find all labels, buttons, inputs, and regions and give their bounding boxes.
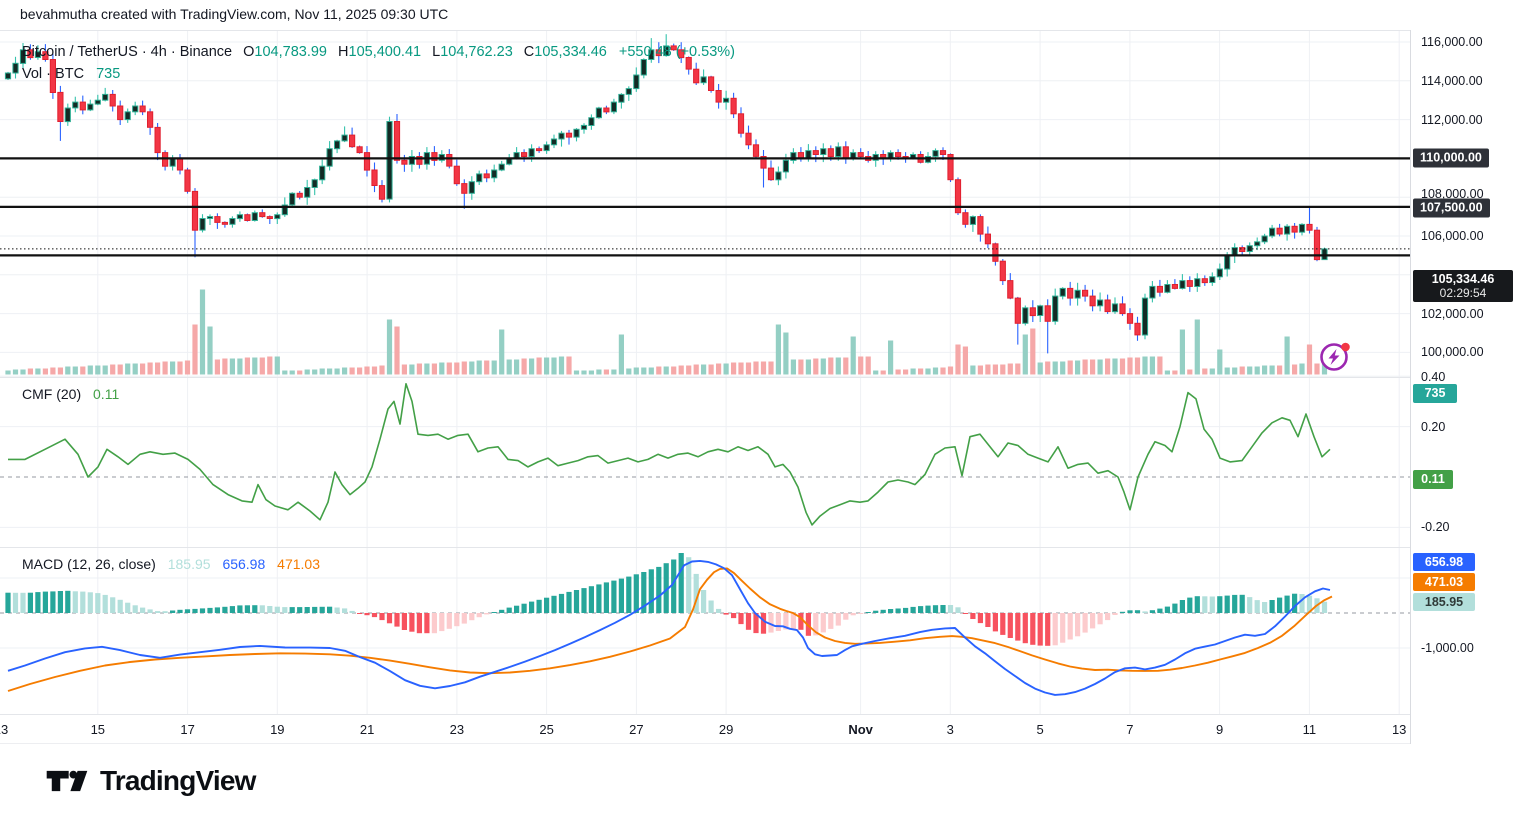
- attribution-text: bevahmutha created with TradingView.com,…: [20, 6, 449, 22]
- cmf-axis-label: 0.20: [1421, 419, 1446, 434]
- ohlc-low-value: 104,762.23: [440, 44, 513, 60]
- last-price-value: 105,334.46: [1431, 272, 1495, 286]
- symbol-legend[interactable]: Bitcoin / TetherUS · 4h · Binance O104,7…: [22, 44, 735, 60]
- price-axis-label: 106,000.00: [1421, 229, 1484, 243]
- time-axis-tick[interactable]: 13: [0, 722, 9, 737]
- macd-signal-value: 471.03: [277, 556, 320, 572]
- logo-text: TradingView: [100, 765, 256, 796]
- macd-axis-badge: 471.03: [1413, 573, 1475, 591]
- ohlc-open-value: 104,783.99: [254, 44, 327, 60]
- lightning-bolt-icon[interactable]: [1315, 336, 1355, 376]
- macd-hist-value: 185.95: [167, 556, 211, 572]
- macd-axis-badge: 656.98: [1413, 553, 1475, 571]
- time-axis-tick[interactable]: 27: [629, 722, 644, 737]
- time-axis-tick[interactable]: 29: [718, 722, 734, 737]
- time-axis-tick[interactable]: 23: [449, 722, 465, 737]
- last-price-badge: 105,334.46 02:29:54: [1413, 270, 1513, 302]
- time-axis-tick[interactable]: 25: [539, 722, 554, 737]
- time-axis-tick[interactable]: 7: [1126, 722, 1134, 737]
- volume-label: Vol · BTC: [22, 66, 85, 82]
- cmf-axis-label: -0.20: [1421, 520, 1450, 535]
- time-axis-tick[interactable]: 19: [270, 722, 285, 737]
- price-level-lines: [0, 157, 1410, 257]
- macd-axis-label: -1,000.00: [1421, 641, 1474, 655]
- tradingview-logo[interactable]: TradingView: [45, 765, 256, 797]
- chart-canvas[interactable]: [0, 0, 1410, 760]
- price-axis-label: 100,000.00: [1421, 345, 1484, 360]
- cmf-value: 0.11: [93, 386, 120, 402]
- price-axis-label: 102,000.00: [1421, 306, 1484, 321]
- ohlc-close-label: C: [523, 44, 535, 60]
- price-axis-label: 114,000.00: [1421, 73, 1483, 88]
- cmf-line: [8, 383, 1331, 526]
- macd-label: MACD (12, 26, close): [22, 556, 156, 572]
- macd-axis-badge: 185.95: [1413, 593, 1475, 611]
- candles: [4, 34, 1328, 354]
- pane-separator: [0, 743, 1521, 744]
- cmf-label: CMF (20): [22, 386, 82, 402]
- price-axis-label: 108,000.00: [1421, 186, 1484, 201]
- price-axis[interactable]: 105,334.46 02:29:54 735 0.11 116,000.00 1…: [1410, 30, 1521, 744]
- volume-value: 735: [96, 66, 121, 82]
- ohlc-high-label: H: [338, 44, 349, 60]
- price-level-badge: 107,500.00: [1413, 198, 1490, 217]
- time-axis-tick[interactable]: 9: [1215, 722, 1224, 737]
- macd-line-value: 656.98: [222, 556, 266, 572]
- time-axis-tick[interactable]: 5: [1036, 722, 1044, 737]
- pane-separator[interactable]: [0, 547, 1521, 548]
- time-axis-tick[interactable]: 17: [180, 722, 195, 737]
- macd-histogram: [5, 553, 1328, 646]
- time-axis-tick[interactable]: 21: [359, 722, 375, 737]
- pane-separator[interactable]: [0, 377, 1521, 378]
- price-level-badge: 110,000.00: [1413, 148, 1489, 168]
- volume-bars: [5, 289, 1328, 375]
- price-change: +550.48 (+0.53%): [618, 44, 735, 60]
- time-axis-tick[interactable]: 3: [946, 722, 954, 737]
- ohlc-close-value: 105,334.46: [534, 44, 607, 60]
- time-axis-tick[interactable]: Nov: [848, 722, 873, 737]
- macd-legend[interactable]: MACD (12, 26, close) 185.95 656.98 471.0…: [22, 556, 320, 572]
- cmf-axis-label: 0.40: [1421, 370, 1446, 384]
- pane-separator: [0, 30, 1521, 31]
- price-axis-label: 112,000.00: [1421, 112, 1483, 127]
- pane-separator: [0, 714, 1521, 715]
- symbol-title[interactable]: Bitcoin / TetherUS · 4h · Binance: [22, 44, 233, 60]
- volume-legend[interactable]: Vol · BTC 735: [22, 66, 120, 82]
- price-axis-label: 116,000.00: [1421, 35, 1483, 49]
- ohlc-open-label: O: [243, 44, 255, 60]
- cmf-legend[interactable]: CMF (20) 0.11: [22, 386, 119, 402]
- macd-main-line: [7, 559, 1331, 696]
- time-axis-tick[interactable]: 15: [90, 722, 106, 737]
- time-axis[interactable]: 13 15 17 19 21 23 25 27 29 Nov 3 5 7 9 11 13: [0, 715, 1410, 743]
- time-axis-tick[interactable]: 13: [1391, 722, 1407, 737]
- ohlc-low-label: L: [432, 44, 441, 60]
- cmf-value-badge: 0.11: [1413, 470, 1453, 489]
- volume-badge: 735: [1413, 384, 1457, 403]
- time-axis-tick[interactable]: 11: [1302, 722, 1317, 737]
- bar-countdown: 02:29:54: [1439, 286, 1487, 300]
- macd-signal-line: [7, 567, 1333, 692]
- tradingview-logo-icon: [46, 770, 88, 792]
- ohlc-high-value: 105,400.41: [348, 44, 422, 60]
